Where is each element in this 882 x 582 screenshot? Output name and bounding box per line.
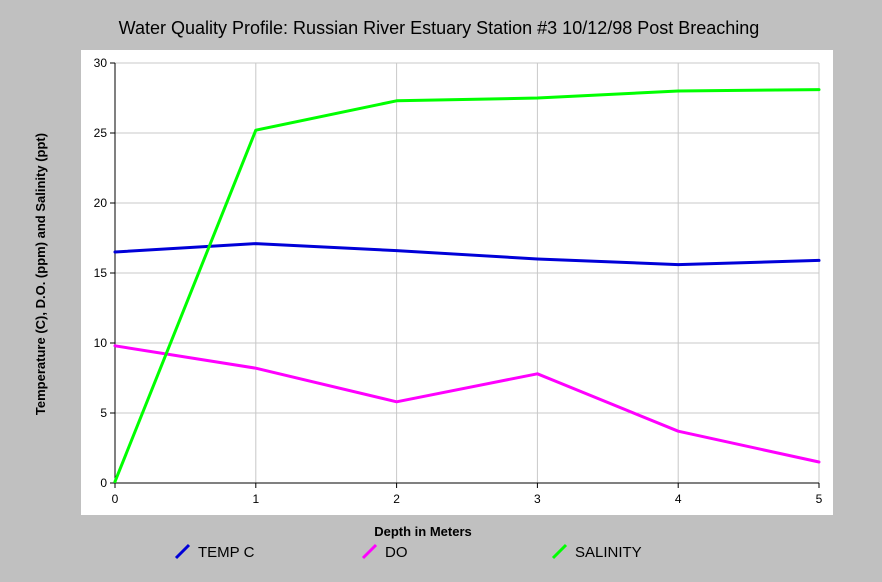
series-lines	[113, 88, 821, 484]
legend-swatch-temp-c	[174, 543, 191, 560]
series-line-temp-c	[113, 242, 821, 267]
y-tick-label: 15	[94, 266, 108, 280]
legend-label-do: DO	[385, 544, 408, 561]
x-tick-label: 5	[816, 492, 823, 506]
x-tick-label: 1	[252, 492, 259, 506]
legend-swatch-salinity	[551, 543, 568, 560]
legend-swatch-do	[361, 543, 378, 560]
legend-label-temp-c: TEMP C	[198, 544, 255, 561]
series-line-do	[113, 344, 821, 464]
axes	[110, 62, 820, 488]
x-tick-label: 3	[534, 492, 541, 506]
legend-label-salinity: SALINITY	[575, 544, 642, 561]
y-tick-label: 25	[94, 126, 108, 140]
series-line-salinity	[113, 88, 821, 484]
legend: TEMP C DO SALINITY	[174, 543, 642, 561]
y-tick-label: 10	[94, 336, 108, 350]
y-tick-label: 20	[94, 196, 108, 210]
grid-lines	[115, 62, 820, 483]
x-tick-label: 2	[393, 492, 400, 506]
y-tick-label: 0	[100, 476, 107, 490]
y-tick-label: 5	[100, 406, 107, 420]
tick-labels: 0 5 10 15 20 25 30 0 1 2 3 4 5	[94, 56, 823, 506]
x-tick-label: 4	[675, 492, 682, 506]
x-tick-label: 0	[112, 492, 119, 506]
x-axis-label: Depth in Meters	[374, 524, 472, 539]
y-axis-label: Temperature (C), D.O. (ppm) and Salinity…	[33, 132, 48, 416]
chart-title: Water Quality Profile: Russian River Est…	[118, 18, 760, 38]
y-tick-label: 30	[94, 56, 108, 70]
